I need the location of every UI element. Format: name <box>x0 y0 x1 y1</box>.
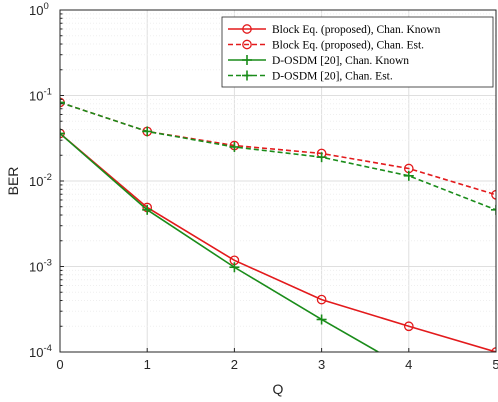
data-point <box>229 262 240 273</box>
x-tick-label: 5 <box>492 357 498 372</box>
y-tick-label: 10-3 <box>29 258 52 275</box>
legend-box <box>221 16 494 88</box>
y-tick-mantissa: 10 <box>29 260 43 275</box>
y-tick-mantissa: 10 <box>29 89 43 104</box>
x-tick-label: 1 <box>144 357 151 372</box>
y-tick-mantissa: 10 <box>29 3 43 18</box>
legend-marker <box>242 55 252 65</box>
data-point <box>229 141 240 152</box>
data-point <box>60 128 65 139</box>
legend-marker <box>242 70 252 81</box>
legend-label: Block Eq. (proposed), Chan. Known <box>272 24 441 36</box>
legend: Block Eq. (proposed), Chan. Known Block E… <box>221 16 494 88</box>
legend-label: D-OSDM [20], Chan. Known <box>272 55 409 67</box>
y-tick-mantissa: 10 <box>29 174 43 189</box>
series-lines <box>60 97 496 352</box>
y-tick-exponent: 0 <box>43 1 48 12</box>
y-tick-exponent: -2 <box>43 172 51 183</box>
legend-marker <box>242 24 252 34</box>
data-point <box>142 204 153 215</box>
y-tick-exponent: -4 <box>43 343 51 354</box>
x-tick-label: 2 <box>231 357 238 372</box>
data-point <box>316 152 327 163</box>
y-axis-label: BER <box>5 167 21 196</box>
series-line-0 <box>60 132 496 352</box>
data-point <box>142 126 153 137</box>
data-point <box>316 294 327 305</box>
data-point <box>403 170 414 181</box>
y-tick-exponent: -3 <box>43 258 51 269</box>
y-tick-mantissa: 10 <box>29 345 43 360</box>
y-tick-exponent: -1 <box>43 87 51 98</box>
legend-label: Block Eq. (proposed), Chan. Est. <box>272 40 424 52</box>
y-tick-label: 10-2 <box>29 172 52 189</box>
y-tick-label: 10-4 <box>29 343 52 360</box>
data-point <box>491 204 496 215</box>
data-point <box>403 321 414 332</box>
data-point <box>316 314 327 325</box>
legend-marker <box>242 39 252 50</box>
x-tick-label: 3 <box>318 357 325 372</box>
x-tick-label: 0 <box>56 357 63 372</box>
x-tick-label: 4 <box>405 357 412 372</box>
y-tick-label: 100 <box>29 1 49 18</box>
series-line-3 <box>60 101 496 211</box>
data-point <box>60 97 65 108</box>
legend-label: D-OSDM [20], Chan. Est. <box>272 71 393 83</box>
x-axis-label: Q <box>273 381 284 397</box>
y-tick-label: 10-1 <box>29 87 52 104</box>
series-2 <box>60 128 379 352</box>
series-3 <box>60 97 496 215</box>
